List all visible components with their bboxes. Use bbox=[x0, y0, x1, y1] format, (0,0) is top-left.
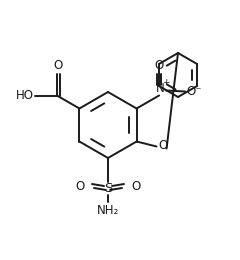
Text: N: N bbox=[156, 82, 164, 95]
Text: S: S bbox=[104, 183, 112, 196]
Text: O: O bbox=[155, 59, 164, 72]
Text: O: O bbox=[54, 59, 63, 72]
Text: HO: HO bbox=[16, 89, 34, 102]
Text: O: O bbox=[131, 179, 141, 192]
Text: O: O bbox=[75, 179, 85, 192]
Text: +: + bbox=[162, 78, 169, 87]
Text: NH₂: NH₂ bbox=[97, 204, 119, 217]
Text: O⁻: O⁻ bbox=[186, 85, 202, 98]
Text: O: O bbox=[158, 139, 167, 152]
